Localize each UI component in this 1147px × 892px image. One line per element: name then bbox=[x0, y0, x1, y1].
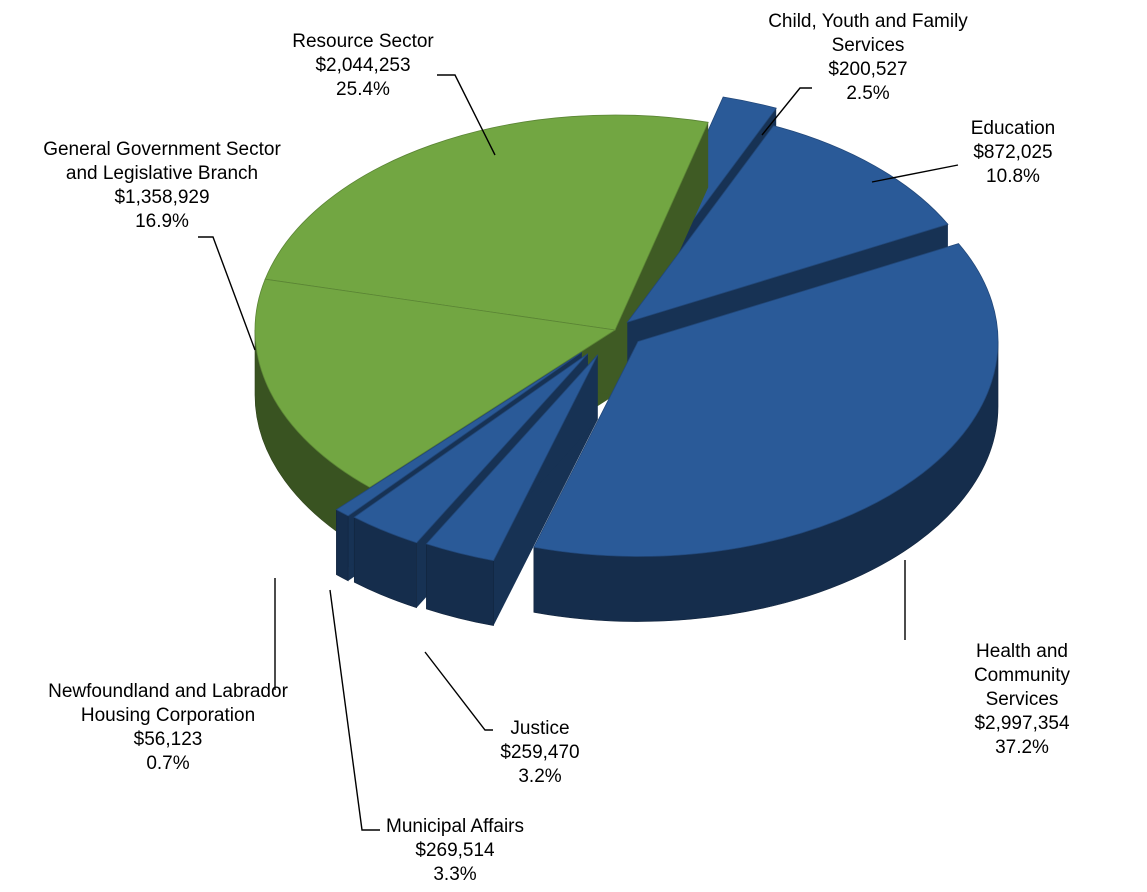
slice-name: Newfoundland and Labrador Housing Corpor… bbox=[48, 681, 288, 726]
slice-label: Child, Youth and Family Services $200,527… bbox=[768, 10, 968, 106]
leader-line bbox=[437, 74, 496, 156]
slice-label: Municipal Affairs $269,514 3.3% bbox=[386, 815, 524, 887]
data-label: 37.2% bbox=[995, 737, 1049, 758]
slice-name: Health and Community Services bbox=[973, 641, 1071, 710]
data-label: 10.8% bbox=[986, 166, 1040, 187]
slice-label: Resource Sector $2,044,253 25.4% bbox=[292, 30, 434, 102]
data-label: $2,044,253 bbox=[315, 55, 411, 76]
leader-line bbox=[424, 651, 493, 731]
slice-name: Justice bbox=[510, 718, 570, 739]
slice bbox=[254, 278, 617, 488]
slice-name: Municipal Affairs bbox=[386, 816, 524, 837]
data-label: 2.5% bbox=[846, 83, 890, 104]
data-label: 16.9% bbox=[135, 211, 189, 232]
data-label: $1,358,929 bbox=[114, 187, 210, 208]
slice bbox=[626, 125, 949, 323]
slice bbox=[335, 351, 582, 517]
data-label: $259,470 bbox=[500, 742, 580, 763]
data-label: $269,514 bbox=[415, 840, 495, 861]
slice bbox=[425, 354, 599, 562]
data-label: $56,123 bbox=[133, 729, 203, 750]
leader-line bbox=[871, 164, 959, 183]
data-label: $200,527 bbox=[828, 59, 908, 80]
slice bbox=[533, 243, 999, 557]
slice-name: Education bbox=[970, 118, 1056, 139]
leader-line bbox=[198, 236, 256, 351]
data-label: 25.4% bbox=[336, 79, 390, 100]
slice-label: Justice $259,470 3.2% bbox=[500, 717, 579, 789]
slice bbox=[353, 353, 589, 544]
leader-line bbox=[761, 87, 812, 136]
slice-label: Health and Community Services $2,997,354 3… bbox=[960, 640, 1085, 760]
data-label: 3.2% bbox=[518, 766, 562, 787]
data-label: 0.7% bbox=[146, 753, 190, 774]
slice-name: Resource Sector bbox=[292, 31, 434, 52]
slice-name: Child, Youth and Family Services bbox=[768, 11, 968, 56]
slice-name: General Government Sector and Legislativ… bbox=[43, 139, 281, 184]
slice-label: General Government Sector and Legislativ… bbox=[43, 138, 281, 234]
data-label: $2,997,354 bbox=[974, 713, 1070, 734]
slice bbox=[264, 114, 709, 331]
data-label: 3.3% bbox=[433, 864, 477, 885]
slice-side bbox=[336, 509, 349, 582]
slice-label: Newfoundland and Labrador Housing Corpor… bbox=[48, 680, 288, 776]
data-label: $872,025 bbox=[973, 142, 1053, 163]
slice-label: Education $872,025 10.8% bbox=[971, 117, 1056, 189]
leader-line bbox=[329, 589, 380, 831]
